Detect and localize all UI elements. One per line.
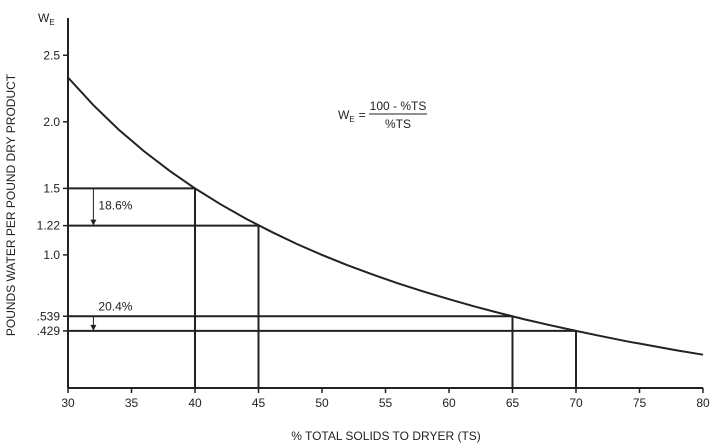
y-tick-label: 1.22 xyxy=(37,219,61,233)
annotation-arrow-head xyxy=(90,219,97,226)
y-tick-group: 2.5 2.0 1.5 1.22 1.0 .539.429 xyxy=(37,48,68,338)
annotation-label: 20.4% xyxy=(98,299,132,313)
x-tick-label: 75 xyxy=(633,396,647,410)
x-tick-label: 60 xyxy=(442,396,456,410)
guide-lines xyxy=(68,187,577,388)
x-tick-label: 70 xyxy=(569,396,583,410)
y-tick-label: .429 xyxy=(37,324,61,338)
formula: WE = 100 - %TS %TS xyxy=(338,99,427,131)
formula-denominator: %TS xyxy=(385,117,411,131)
y-tick-label: .539 xyxy=(37,309,61,323)
x-axis-title: % TOTAL SOLIDS TO DRYER (TS) xyxy=(291,429,481,443)
x-tick-label: 80 xyxy=(696,396,710,410)
annotation-label: 18.6% xyxy=(98,198,132,212)
x-tick-label: 65 xyxy=(506,396,520,410)
x-tick-label: 55 xyxy=(379,396,393,410)
y-axis-title: POUNDS WATER PER POUND DRY PRODUCT xyxy=(4,73,18,336)
formula-lhs: WE = xyxy=(338,108,366,124)
y-tick-label: 1.0 xyxy=(43,248,60,262)
y-tick-label: 2.5 xyxy=(43,48,60,62)
x-tick-label: 45 xyxy=(252,396,266,410)
x-tick-group: 30 35 40 45 50 55 60 65 70 75 80 xyxy=(61,388,710,410)
x-tick-label: 40 xyxy=(188,396,202,410)
formula-numerator: 100 - %TS xyxy=(370,99,427,113)
x-tick-label: 50 xyxy=(315,396,329,410)
x-tick-label: 30 xyxy=(61,396,75,410)
y-axis-symbol: WE xyxy=(38,11,55,27)
y-tick-label: 2.0 xyxy=(43,115,60,129)
x-tick-label: 35 xyxy=(125,396,139,410)
annotation-group: 18.6% 20.4% xyxy=(90,188,133,331)
y-tick-label: 1.5 xyxy=(43,181,60,195)
series-curve xyxy=(67,76,704,356)
annotation-arrow-head xyxy=(90,324,97,331)
